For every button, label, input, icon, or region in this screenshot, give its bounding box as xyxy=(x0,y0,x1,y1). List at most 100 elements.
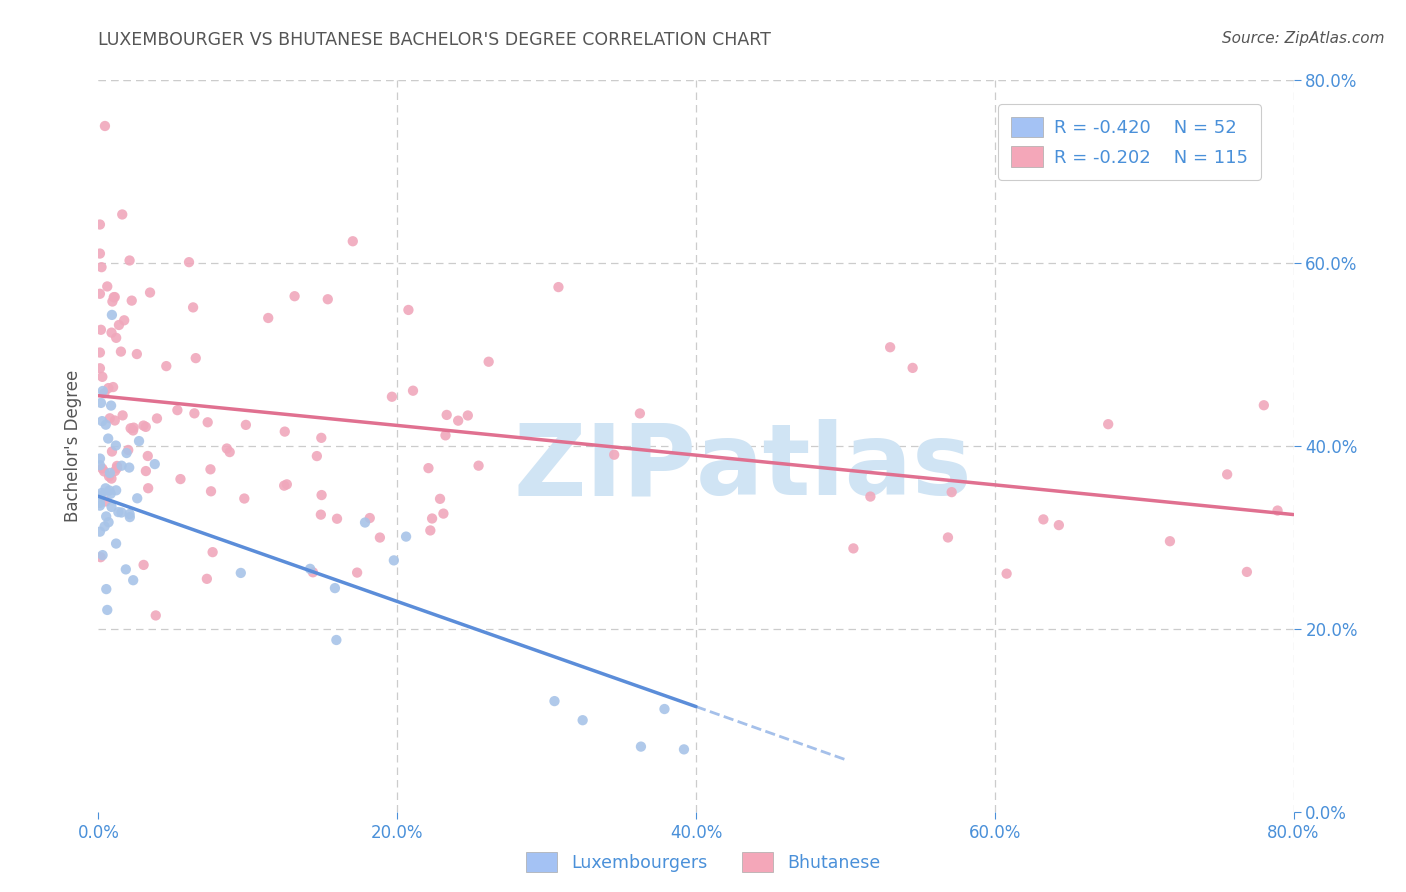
Point xyxy=(105,536,128,550)
Point xyxy=(136,449,159,463)
Point xyxy=(299,562,322,576)
Point xyxy=(114,562,136,576)
Text: Source: ZipAtlas.com: Source: ZipAtlas.com xyxy=(1222,31,1385,46)
Point xyxy=(215,442,238,456)
Point xyxy=(166,403,188,417)
Point xyxy=(1032,512,1054,526)
Point xyxy=(104,464,127,478)
Point xyxy=(89,345,111,359)
Point xyxy=(1267,503,1289,517)
Text: ZIP: ZIP xyxy=(513,419,696,516)
Point xyxy=(93,465,115,479)
Point xyxy=(118,253,141,268)
Point xyxy=(90,396,112,410)
Point xyxy=(603,448,626,462)
Point xyxy=(104,413,127,427)
Point xyxy=(120,421,142,435)
Point xyxy=(309,508,332,522)
Point xyxy=(571,713,593,727)
Point xyxy=(200,462,222,476)
Point xyxy=(89,458,111,473)
Point xyxy=(323,581,346,595)
Point xyxy=(467,458,489,473)
Point xyxy=(117,442,139,457)
Point xyxy=(89,361,111,376)
Point xyxy=(104,438,127,452)
Point xyxy=(90,260,112,275)
Point xyxy=(145,608,167,623)
Point xyxy=(1159,534,1181,549)
Point xyxy=(346,566,368,580)
Point xyxy=(201,545,224,559)
Point xyxy=(103,290,125,304)
Point xyxy=(101,308,124,322)
Point xyxy=(395,530,418,544)
Point xyxy=(1253,398,1275,412)
Point xyxy=(1097,417,1119,432)
Point xyxy=(121,293,143,308)
Point xyxy=(104,290,127,304)
Point xyxy=(110,344,132,359)
Point xyxy=(111,207,134,221)
Point xyxy=(94,494,117,508)
Point xyxy=(101,444,124,458)
Point xyxy=(420,511,443,525)
Point xyxy=(434,428,457,442)
Point xyxy=(118,460,141,475)
Point xyxy=(100,472,122,486)
Point xyxy=(90,323,112,337)
Point xyxy=(112,313,135,327)
Point xyxy=(941,485,963,500)
Point xyxy=(90,486,112,500)
Point xyxy=(155,359,177,373)
Point xyxy=(146,411,169,425)
Point xyxy=(447,414,470,428)
Point xyxy=(110,506,132,520)
Point xyxy=(89,489,111,503)
Point xyxy=(359,511,381,525)
Point xyxy=(672,742,695,756)
Point xyxy=(105,331,128,345)
Point xyxy=(94,481,117,495)
Point xyxy=(115,446,138,460)
Point xyxy=(98,411,121,425)
Point xyxy=(91,414,114,428)
Point xyxy=(122,420,145,434)
Point xyxy=(96,582,118,596)
Point xyxy=(396,302,419,317)
Point xyxy=(94,119,117,133)
Point xyxy=(127,491,149,506)
Point xyxy=(97,381,120,395)
Point xyxy=(111,409,134,423)
Point xyxy=(354,516,377,530)
Point xyxy=(97,515,120,529)
Point xyxy=(108,318,131,332)
Point xyxy=(197,415,219,429)
Point xyxy=(419,524,441,538)
Point xyxy=(325,632,347,647)
Point xyxy=(100,500,122,514)
Point xyxy=(143,457,166,471)
Point xyxy=(184,351,207,365)
Point xyxy=(90,550,112,565)
Point xyxy=(96,509,118,524)
Point xyxy=(98,466,121,480)
Point xyxy=(100,399,122,413)
Point xyxy=(100,487,122,501)
Point xyxy=(128,434,150,448)
Point xyxy=(457,409,479,423)
Point xyxy=(311,431,333,445)
Point xyxy=(229,566,252,580)
Y-axis label: Bachelor's Degree: Bachelor's Degree xyxy=(65,370,83,522)
Point xyxy=(235,417,257,432)
Point xyxy=(91,384,114,398)
Point xyxy=(177,255,200,269)
Point xyxy=(105,458,128,473)
Point xyxy=(136,481,159,495)
Point xyxy=(181,301,204,315)
Point xyxy=(628,407,651,421)
Point xyxy=(132,558,155,572)
Point xyxy=(118,507,141,521)
Point xyxy=(169,472,191,486)
Point xyxy=(543,694,565,708)
